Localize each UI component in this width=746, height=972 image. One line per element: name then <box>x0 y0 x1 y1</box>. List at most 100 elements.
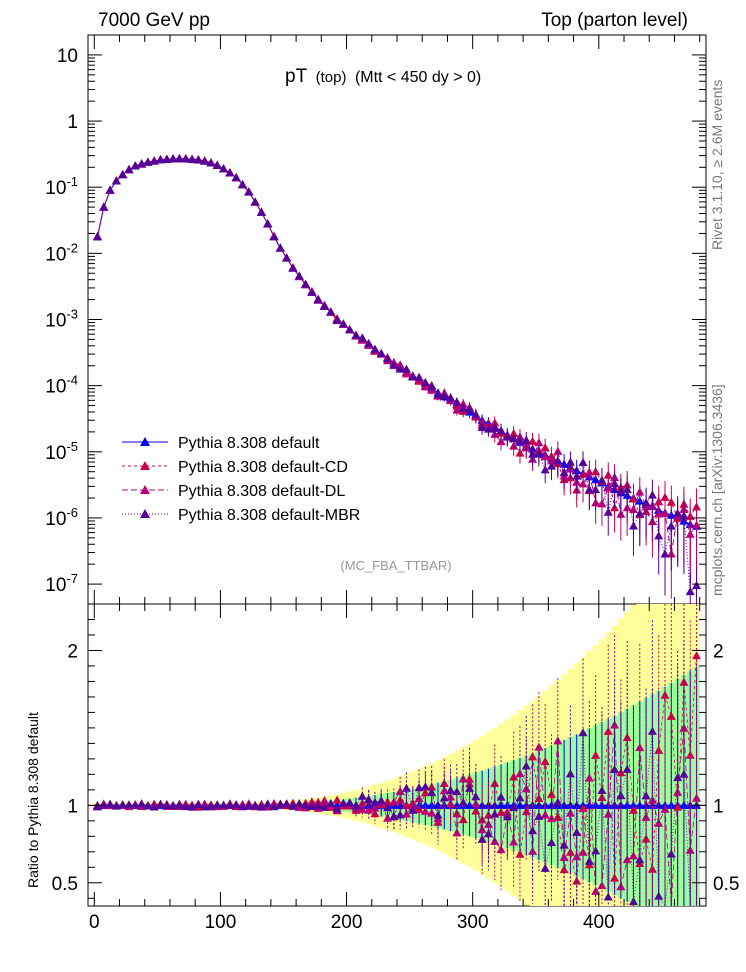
ratio-point <box>420 782 430 791</box>
data-point <box>168 154 178 163</box>
ratio-point <box>565 769 575 778</box>
ratio-point <box>231 800 241 809</box>
ratio-panel <box>88 604 706 908</box>
ratio-point <box>465 783 475 792</box>
data-point <box>326 307 336 316</box>
series-line <box>97 158 697 593</box>
ratio-y-tick-label-right: 1 <box>713 796 724 817</box>
ratio-point <box>225 800 235 809</box>
x-tick-label: 100 <box>205 912 237 933</box>
data-point <box>118 169 128 179</box>
ratio-point <box>692 793 702 802</box>
data-point <box>256 207 266 217</box>
series-default-main <box>92 154 702 592</box>
ratio-point <box>238 802 247 811</box>
data-point <box>427 381 437 390</box>
ratio-point <box>515 793 525 802</box>
ratio-point <box>496 807 506 816</box>
data-point <box>496 425 506 434</box>
ratio-point <box>534 742 544 751</box>
data-point <box>351 330 361 339</box>
ratio-point <box>591 750 601 759</box>
ratio-point <box>515 849 525 858</box>
data-point <box>692 520 702 529</box>
ratio-point <box>395 810 405 819</box>
data-point <box>376 348 386 357</box>
ratio-point <box>540 863 550 872</box>
legend-marker <box>140 461 150 470</box>
ratio-point <box>156 799 166 808</box>
ratio-point <box>610 764 620 774</box>
data-point <box>540 465 550 474</box>
series-mbr-main <box>92 154 702 604</box>
ratio-point <box>401 783 411 792</box>
plot-title-main: pT <box>285 66 308 87</box>
data-point <box>572 471 582 480</box>
ratio-point <box>446 785 456 794</box>
legend-marker <box>140 485 150 494</box>
data-point <box>433 390 443 399</box>
ratio-point <box>471 792 481 801</box>
ratio-point <box>200 802 210 811</box>
data-point <box>692 502 702 511</box>
data-point <box>490 423 500 432</box>
ratio-point <box>219 800 229 809</box>
ratio-point <box>124 800 134 809</box>
data-point <box>282 253 292 262</box>
ratio-point <box>635 742 645 752</box>
ratio-point <box>559 840 569 849</box>
ratio-point <box>654 891 664 900</box>
data-point <box>534 449 544 458</box>
ratio-point <box>389 797 399 806</box>
data-point <box>584 467 594 476</box>
data-point <box>212 160 222 169</box>
data-point <box>515 436 525 445</box>
ratio-point <box>168 801 178 810</box>
ratio-point <box>647 795 657 804</box>
axes: 10 1 10-1 10-2 10-3 10-4 10-5 10-6 10-7 0.5 0.5 1 1 2… <box>45 34 739 933</box>
data-point <box>654 509 664 518</box>
ratio-point <box>376 796 386 805</box>
data-point <box>313 295 323 304</box>
ratio-point <box>118 800 128 809</box>
data-point <box>162 154 172 163</box>
data-point <box>420 377 430 386</box>
ratio-point <box>294 798 304 808</box>
data-point <box>553 456 563 465</box>
ratio-point <box>692 651 702 660</box>
ratio-point <box>547 837 556 847</box>
ratio-point <box>307 801 317 810</box>
data-point <box>301 279 311 288</box>
ratio-y-tick-label-left: 1 <box>67 796 78 817</box>
ratio-point <box>174 800 184 809</box>
x-tick-label: 0 <box>89 912 100 933</box>
ratio-point <box>357 804 367 813</box>
data-point <box>483 424 493 433</box>
x-tick-label: 400 <box>583 912 615 933</box>
ratio-point <box>357 798 367 807</box>
ratio-point <box>301 800 311 809</box>
ratio-point <box>565 808 575 817</box>
ratio-point <box>143 801 153 810</box>
x-tick-label: 200 <box>331 912 363 933</box>
ratio-point <box>351 801 361 810</box>
data-point <box>238 180 247 189</box>
ratio-point <box>666 711 676 720</box>
ratio-point <box>578 804 588 813</box>
data-point <box>528 449 538 458</box>
ratio-point <box>540 757 550 766</box>
ratio-point <box>162 801 172 810</box>
data-point <box>156 155 166 164</box>
data-point <box>174 154 184 163</box>
ratio-point <box>263 799 273 808</box>
data-point <box>622 484 632 493</box>
ratio-point <box>345 798 355 807</box>
y-tick-label: 10-6 <box>45 505 78 530</box>
ratio-series-line <box>97 731 697 908</box>
data-point <box>206 158 216 167</box>
ratio-point <box>521 761 531 770</box>
data-point <box>515 448 525 457</box>
legend-entry: Pythia 8.308 default <box>122 435 320 452</box>
y-tick-label: 10 <box>57 46 78 67</box>
legend-label: Pythia 8.308 default-MBR <box>178 507 360 524</box>
